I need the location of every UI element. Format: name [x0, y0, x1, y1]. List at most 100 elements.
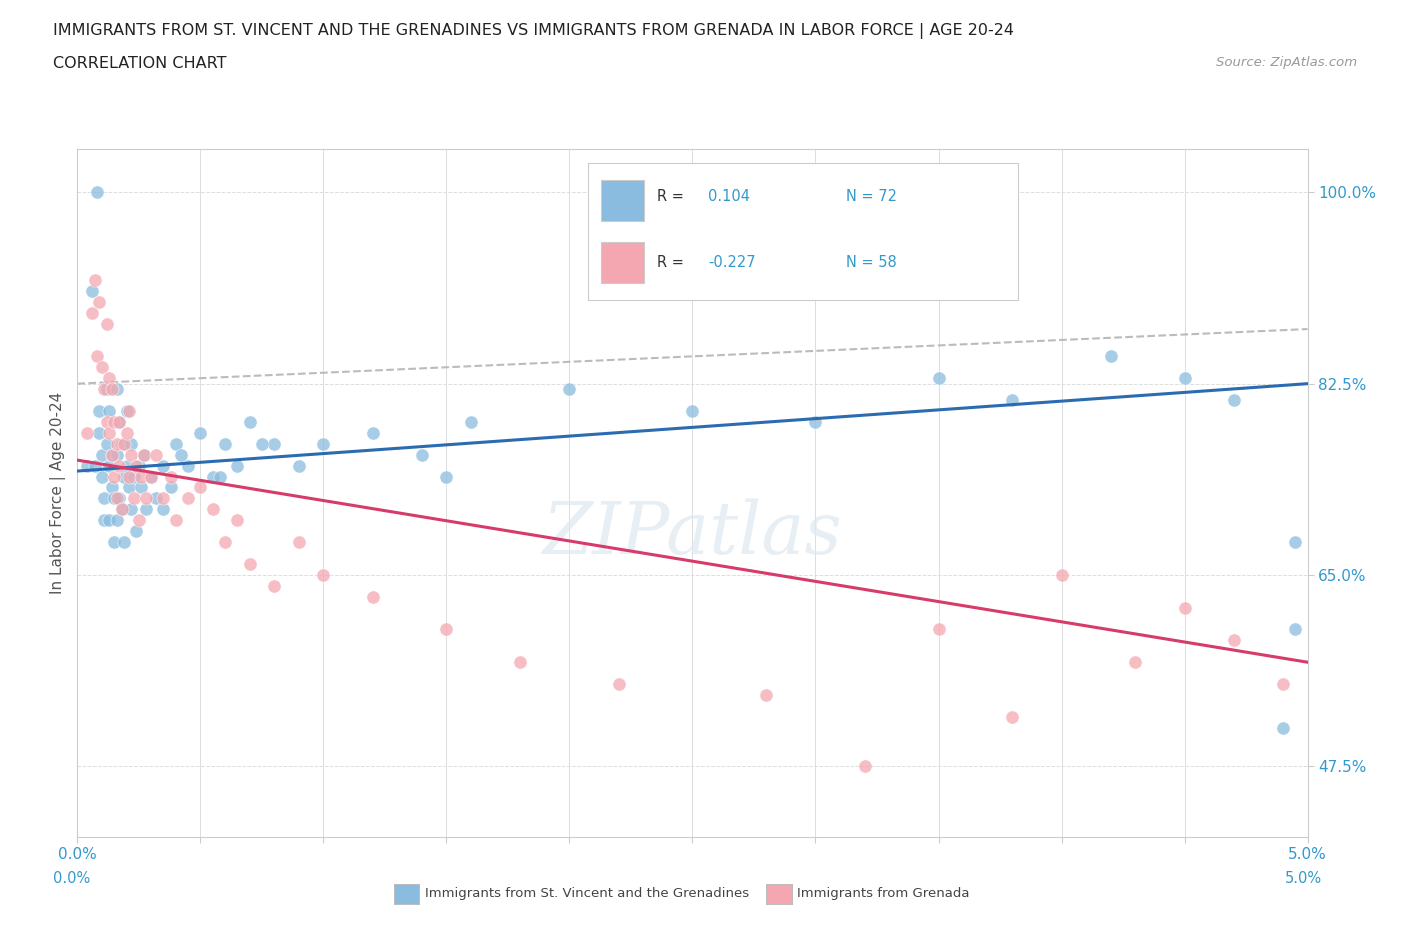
Point: [177, 458, 200, 473]
Point: [82, 305, 104, 320]
Point: [436, 469, 458, 484]
Point: [90, 360, 114, 375]
Point: [201, 469, 224, 484]
Point: [226, 512, 249, 527]
Point: [201, 502, 224, 517]
Text: Immigrants from St. Vincent and the Grenadines: Immigrants from St. Vincent and the Gren…: [425, 887, 749, 900]
Point: [103, 535, 125, 550]
Point: [112, 469, 135, 484]
Point: [112, 436, 135, 451]
Text: 5.0%: 5.0%: [1285, 871, 1322, 886]
Point: [135, 491, 157, 506]
Point: [177, 491, 200, 506]
Point: [108, 458, 131, 473]
Point: [111, 502, 132, 517]
Point: [101, 447, 124, 462]
Point: [121, 502, 143, 517]
Point: [125, 524, 148, 538]
Point: [160, 480, 183, 495]
Text: 0.0%: 0.0%: [53, 871, 90, 886]
Point: [101, 480, 124, 495]
Point: [118, 480, 141, 495]
Text: ZIPatlas: ZIPatlas: [543, 498, 842, 569]
Point: [755, 687, 778, 702]
Point: [131, 480, 153, 495]
Point: [98, 458, 121, 473]
Point: [928, 371, 950, 386]
Point: [165, 436, 187, 451]
Point: [98, 404, 121, 418]
Point: [928, 622, 950, 637]
Point: [263, 578, 285, 593]
Point: [121, 447, 143, 462]
Point: [96, 436, 118, 451]
Point: [152, 458, 174, 473]
Text: CORRELATION CHART: CORRELATION CHART: [53, 56, 226, 71]
Point: [115, 404, 138, 418]
Point: [93, 491, 115, 506]
Point: [118, 404, 141, 418]
Text: IMMIGRANTS FROM ST. VINCENT AND THE GRENADINES VS IMMIGRANTS FROM GRENADA IN LAB: IMMIGRANTS FROM ST. VINCENT AND THE GREN…: [53, 23, 1014, 39]
Point: [188, 425, 212, 440]
Point: [239, 556, 262, 571]
Point: [135, 502, 157, 517]
Point: [105, 447, 128, 462]
Point: [103, 469, 125, 484]
Point: [103, 415, 125, 430]
Point: [188, 480, 212, 495]
Point: [141, 469, 163, 484]
Point: [89, 404, 111, 418]
Point: [239, 415, 262, 430]
Point: [1001, 710, 1024, 724]
Point: [108, 415, 131, 430]
Point: [312, 567, 335, 582]
Point: [96, 415, 118, 430]
Point: [89, 425, 111, 440]
Point: [112, 535, 135, 550]
Point: [170, 447, 193, 462]
Point: [165, 512, 187, 527]
Point: [853, 759, 876, 774]
Point: [1125, 655, 1147, 670]
Point: [111, 502, 132, 517]
Point: [98, 425, 121, 440]
Point: [209, 469, 232, 484]
Point: [145, 447, 167, 462]
Text: Source: ZipAtlas.com: Source: ZipAtlas.com: [1216, 56, 1357, 69]
Point: [1223, 633, 1246, 648]
Point: [121, 436, 143, 451]
Point: [115, 458, 138, 473]
Point: [263, 436, 285, 451]
Point: [1272, 721, 1295, 736]
Point: [108, 415, 131, 430]
Point: [105, 436, 128, 451]
Point: [145, 491, 167, 506]
Point: [1284, 535, 1306, 550]
Point: [90, 447, 114, 462]
Y-axis label: In Labor Force | Age 20-24: In Labor Force | Age 20-24: [51, 392, 66, 594]
Point: [411, 447, 433, 462]
Point: [214, 436, 236, 451]
Point: [90, 469, 114, 484]
Point: [89, 294, 111, 309]
Point: [111, 436, 132, 451]
Point: [108, 491, 131, 506]
Point: [131, 469, 153, 484]
Point: [558, 381, 581, 396]
Point: [103, 491, 125, 506]
Point: [105, 491, 128, 506]
Point: [804, 415, 827, 430]
Point: [122, 469, 145, 484]
Point: [76, 458, 98, 473]
Point: [226, 458, 249, 473]
Point: [76, 425, 98, 440]
Point: [118, 469, 141, 484]
Point: [93, 512, 115, 527]
Point: [98, 512, 121, 527]
Point: [86, 349, 108, 364]
Point: [96, 381, 118, 396]
Point: [160, 469, 183, 484]
Point: [288, 535, 311, 550]
Point: [83, 272, 105, 287]
Point: [152, 502, 174, 517]
